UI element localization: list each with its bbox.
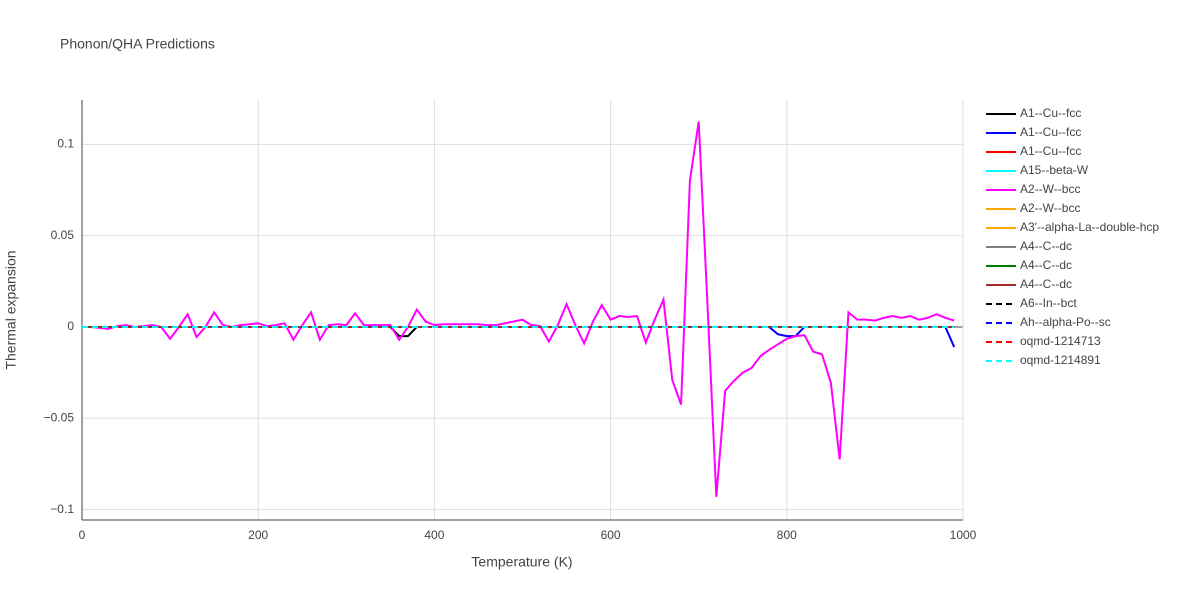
x-tick-label: 1000 [950, 528, 977, 542]
legend-label: A1--Cu--fcc [1020, 106, 1081, 120]
x-tick-label: 600 [601, 528, 621, 542]
legend-label: A3'--alpha-La--double-hcp [1020, 220, 1159, 234]
legend-label: A2--W--bcc [1020, 201, 1080, 215]
y-tick-label: 0.05 [51, 228, 75, 242]
legend-label: oqmd-1214713 [1020, 334, 1101, 348]
legend-label: A4--C--dc [1020, 277, 1072, 291]
y-tick-label: 0.1 [57, 137, 74, 151]
y-tick-label: −0.05 [44, 410, 75, 424]
x-axis-title: Temperature (K) [471, 554, 572, 570]
x-tick-label: 200 [248, 528, 268, 542]
legend-label: A4--C--dc [1020, 239, 1072, 253]
line-series [82, 121, 955, 497]
legend-label: A2--W--bcc [1020, 182, 1080, 196]
y-tick-label: 0 [67, 319, 74, 333]
chart-title: Phonon/QHA Predictions [60, 36, 215, 52]
legend-label: A1--Cu--fcc [1020, 144, 1081, 158]
x-tick-label: 800 [777, 528, 797, 542]
x-tick-label: 400 [424, 528, 444, 542]
line-series [82, 325, 955, 338]
legend-label: A6--In--bct [1020, 296, 1077, 310]
line-series [82, 325, 956, 348]
x-tick-label: 0 [79, 528, 86, 542]
legend-label: Ah--alpha-Po--sc [1020, 315, 1111, 329]
y-axis-title: Thermal expansion [3, 250, 19, 369]
legend-label: A15--beta-W [1020, 163, 1089, 177]
legend-label: A1--Cu--fcc [1020, 125, 1081, 139]
y-tick-label: −0.1 [50, 502, 74, 516]
legend-label: A4--C--dc [1020, 258, 1072, 272]
legend-label: oqmd-1214891 [1020, 353, 1101, 367]
